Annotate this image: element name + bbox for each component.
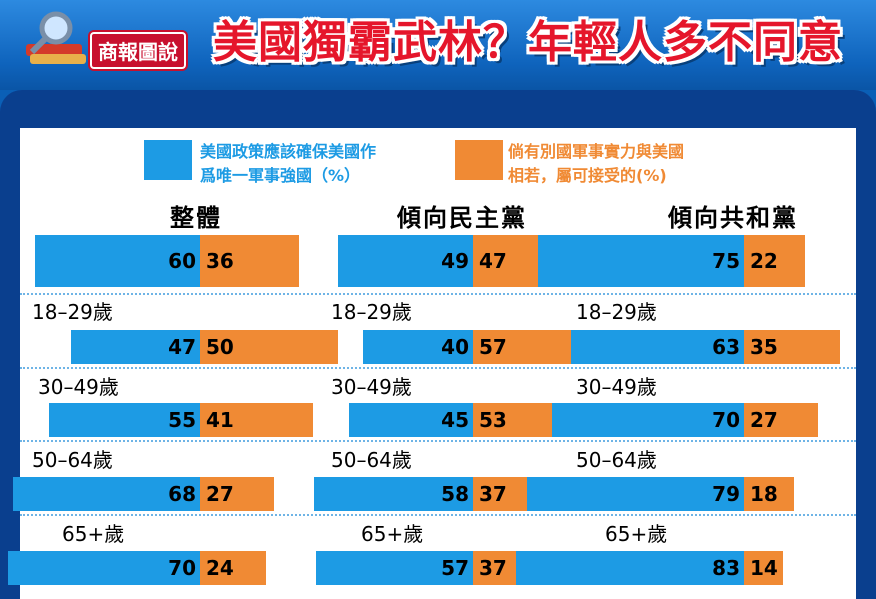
age-group-label: 18–29歲 — [32, 300, 113, 324]
bar-blue: 58 — [313, 477, 473, 511]
legend-label-orange-line2: 相若，屬可接受的(%) — [508, 166, 667, 185]
legend-label-blue: 美國政策應該確保美國作 爲唯一軍事強國（%） — [200, 140, 376, 188]
logo: 商報圖說 — [18, 8, 208, 70]
bar-orange: 14 — [744, 551, 783, 585]
bar-overall-blue: 75 — [537, 235, 744, 287]
row-divider — [20, 514, 856, 516]
bar-orange: 27 — [200, 477, 275, 511]
age-group-label: 18–29歲 — [576, 300, 657, 324]
bar-blue: 70 — [551, 403, 744, 437]
logo-label: 商報圖說 — [90, 32, 186, 69]
legend-swatch-blue — [144, 140, 192, 180]
legend-label-blue-line2: 爲唯一軍事強國（%） — [200, 166, 361, 185]
bar-orange: 41 — [200, 403, 313, 437]
row-divider — [20, 440, 856, 442]
age-group-label: 30–49歲 — [331, 375, 412, 399]
group-title: 傾向民主黨 — [397, 204, 527, 232]
bar-blue: 40 — [363, 330, 473, 364]
row-divider — [20, 293, 856, 295]
age-group-label: 50–64歲 — [32, 448, 113, 472]
bar-blue: 83 — [515, 551, 744, 585]
legend-label-orange-line1: 倘有別國軍事實力與美國 — [508, 142, 685, 161]
bar-blue: 47 — [70, 330, 200, 364]
bar-blue: 79 — [526, 477, 744, 511]
header-banner: 商報圖說 美國獨霸武林？年輕人多不同意 — [0, 0, 876, 90]
bar-overall-blue: 49 — [338, 235, 473, 287]
bar-blue: 55 — [48, 403, 200, 437]
age-group-label: 50–64歲 — [331, 448, 412, 472]
page-title: 美國獨霸武林？年輕人多不同意 — [213, 17, 843, 68]
bar-blue: 70 — [7, 551, 200, 585]
age-group-label: 30–49歲 — [38, 375, 119, 399]
age-group-label: 65+歲 — [62, 522, 125, 546]
row-divider — [20, 367, 856, 369]
bar-blue: 68 — [13, 477, 200, 511]
bar-orange: 50 — [200, 330, 338, 364]
bar-orange: 18 — [744, 477, 794, 511]
bar-blue: 45 — [349, 403, 473, 437]
bar-orange: 27 — [744, 403, 819, 437]
age-group-label: 65+歲 — [361, 522, 424, 546]
bar-orange: 35 — [744, 330, 841, 364]
bar-overall-orange: 36 — [200, 235, 299, 287]
group-title: 整體 — [170, 204, 222, 232]
legend-label-orange: 倘有別國軍事實力與美國 相若，屬可接受的(%) — [508, 140, 684, 188]
magnifier-books-icon — [26, 11, 86, 64]
group-title: 傾向共和黨 — [668, 204, 798, 232]
legend-label-blue-line1: 美國政策應該確保美國作 — [200, 142, 377, 161]
bar-overall-blue: 60 — [35, 235, 200, 287]
bar-orange: 24 — [200, 551, 266, 585]
bar-blue: 63 — [570, 330, 744, 364]
bar-overall-orange: 22 — [744, 235, 805, 287]
age-group-label: 30–49歲 — [576, 375, 657, 399]
age-group-label: 65+歲 — [605, 522, 668, 546]
bar-blue: 57 — [316, 551, 473, 585]
age-group-label: 18–29歲 — [331, 300, 412, 324]
age-group-label: 50–64歲 — [576, 448, 657, 472]
legend-swatch-orange — [455, 140, 503, 180]
